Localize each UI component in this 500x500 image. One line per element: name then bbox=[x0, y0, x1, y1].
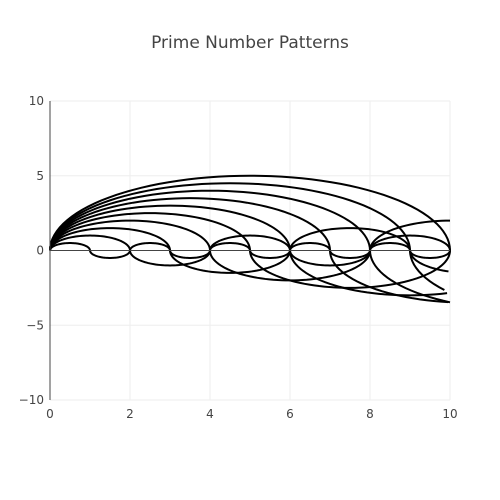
series-line bbox=[49, 204, 448, 297]
series-line bbox=[49, 174, 451, 251]
x-tick-label: 4 bbox=[206, 407, 214, 421]
chart-title: Prime Number Patterns bbox=[151, 33, 349, 53]
series-line bbox=[49, 234, 451, 267]
y-tick-label: 0 bbox=[36, 244, 44, 258]
tick-layer: 0 2 4 6 8 10 −10 −5 0 5 10 bbox=[19, 94, 458, 421]
series-line bbox=[49, 219, 451, 282]
series-layer bbox=[49, 174, 451, 304]
x-tick-label: 8 bbox=[366, 407, 374, 421]
x-tick-label: 2 bbox=[126, 407, 134, 421]
y-tick-label: −5 bbox=[26, 318, 44, 332]
x-tick-label: 6 bbox=[286, 407, 294, 421]
y-tick-label: 10 bbox=[29, 94, 44, 108]
series-line bbox=[49, 189, 451, 304]
y-tick-label: 5 bbox=[36, 169, 44, 183]
x-tick-label: 10 bbox=[442, 407, 457, 421]
axis-layer bbox=[49, 101, 450, 400]
x-tick-label: 0 bbox=[46, 407, 54, 421]
series-line bbox=[49, 197, 449, 304]
y-tick-label: −10 bbox=[19, 393, 44, 407]
